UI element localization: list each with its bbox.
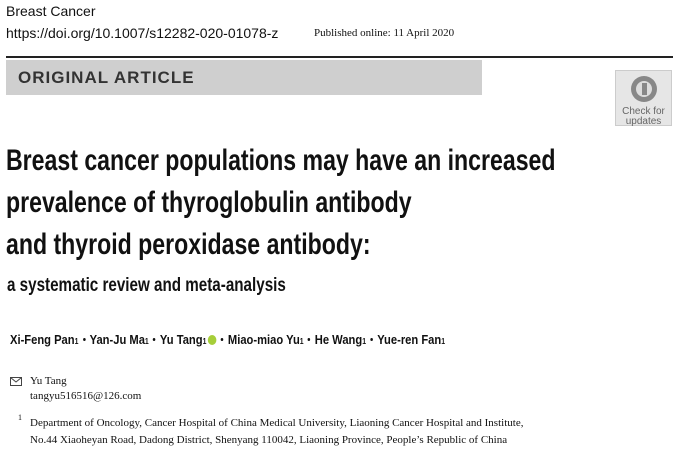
title-line: and thyroid peroxidase antibody: [6,228,371,261]
affiliation-line: Department of Oncology, Cancer Hospital … [30,417,524,429]
journal: Breast Cancer [6,3,96,19]
subtitle: a systematic review and meta-analysis [7,275,286,296]
author-affiliation: 1 [202,337,207,346]
title-line: Breast cancer populations may have an in… [6,144,556,177]
section-label: ORIGINAL ARTICLE [18,68,195,87]
affiliation-marker: 1 [18,413,22,422]
section-bar: ORIGINAL ARTICLE [6,60,482,95]
title-line: prevalence of thyroglobulin antibody [6,186,412,219]
envelope-icon [10,377,22,386]
author-name: Yan-Ju Ma [89,332,145,347]
badge-line: Check for [622,106,665,117]
published-date: Published online: 11 April 2020 [314,27,455,39]
author-affiliation: 1 [74,337,79,346]
author-affiliation: 1 [144,337,149,346]
separator [370,338,373,341]
orcid-icon[interactable] [208,335,217,345]
author-name: Yue-ren Fan [377,332,442,347]
corresponding-name: Yu Tang [30,375,67,387]
separator [153,338,156,341]
rule [6,56,673,58]
author-affiliation: 1 [441,337,446,346]
separator [307,338,311,341]
doi[interactable]: https://doi.org/10.1007/s12282-020-01078… [6,25,279,41]
check-updates-badge[interactable]: Check for updates [615,70,672,127]
author-list: Xi-Feng Pan 1 Yan-Ju Ma 1 Yu Tang 1 Miao-miao … [10,332,445,347]
author-name: Xi-Feng Pan [10,332,75,347]
separator [221,338,224,341]
separator [82,338,86,341]
corresponding-email[interactable]: tangyu516516@126.com [30,390,142,402]
badge-line: updates [625,116,662,127]
author-affiliation: 1 [299,337,304,346]
author-affiliation: 1 [362,337,367,346]
badge-icon [630,76,657,102]
author-name: Miao-miao Yu [227,332,300,347]
affiliation-line: No.44 Xiaoheyan Road, Dadong District, S… [30,434,508,446]
author-name: He Wang [314,332,363,347]
author-name: Yu Tang [159,332,203,347]
